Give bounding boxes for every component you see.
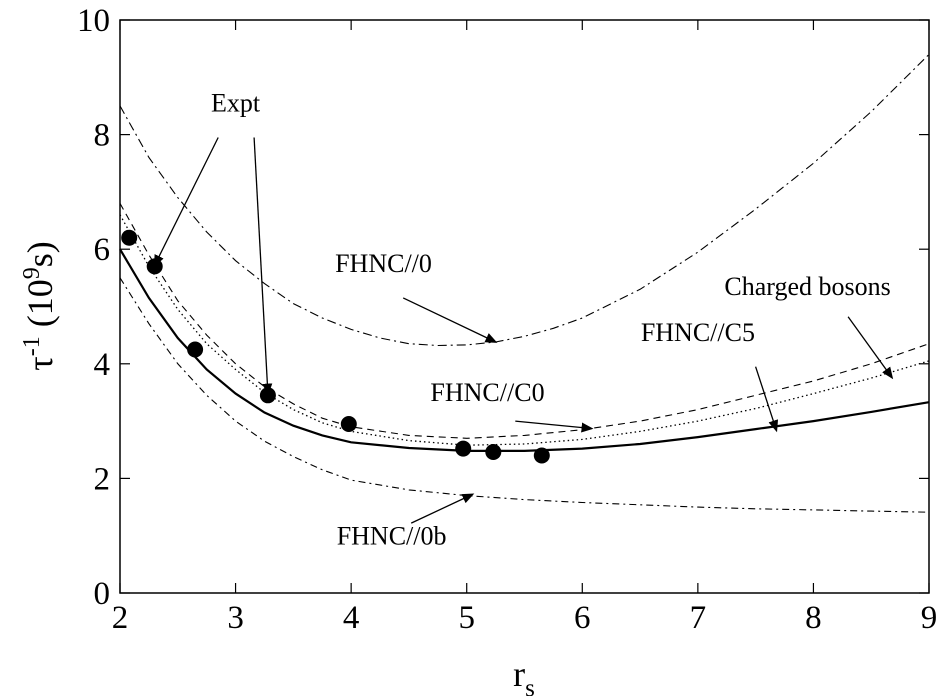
x-tick-label: 8 <box>805 600 822 636</box>
annotation-label-fhnc0b: FHNC//0b <box>337 521 447 550</box>
x-tick-label: 5 <box>458 600 475 636</box>
expt-data-point <box>455 440 472 457</box>
annotation-label-fhncc5: FHNC//C5 <box>641 318 755 347</box>
y-tick-label: 6 <box>94 232 111 268</box>
expt-data-point <box>340 416 357 432</box>
series-line-fhnc0 <box>119 54 930 347</box>
annotation-arrow-bosons <box>847 316 894 380</box>
y-tick-label: 10 <box>77 3 110 39</box>
series-line-fhncc0 <box>119 203 930 439</box>
y-axis-title: τ-1 (109s) <box>19 241 60 370</box>
annotation-label-expt: Expt <box>211 89 261 118</box>
series-line-fhncc5 <box>119 214 930 446</box>
expt-data-point <box>121 229 138 246</box>
y-tick-label: 8 <box>94 118 111 154</box>
y-tick-label: 4 <box>94 347 111 383</box>
x-tick-label: 2 <box>112 600 129 636</box>
annotation-arrow-expt <box>153 137 219 267</box>
series-line-bosons <box>119 248 930 452</box>
x-tick-label: 4 <box>343 600 360 636</box>
plot-frame <box>119 19 930 594</box>
series-layer <box>119 54 930 513</box>
annotation-label-bosons: Charged bosons <box>724 272 890 301</box>
expt-data-point <box>187 341 204 358</box>
x-tick-label: 7 <box>690 600 707 636</box>
annotation-label-fhnc0: FHNC//0 <box>335 249 432 278</box>
expt-data-point <box>533 447 550 464</box>
annotation-arrow-fhncc0 <box>515 420 594 433</box>
x-axis-title: rs <box>513 654 535 696</box>
annotation-layer: Expt FHNC//0 FHNC//C0 FHNC//C5 Charged boson… <box>153 89 894 550</box>
y-tick-label: 0 <box>94 576 111 612</box>
x-tick-label: 3 <box>227 600 244 636</box>
expt-data-point <box>485 444 502 460</box>
annotation-arrow-fhnc0 <box>402 297 498 343</box>
y-tick-label: 2 <box>94 461 111 497</box>
annotation-arrow-expt <box>253 137 273 396</box>
annotation-arrow-fhnc0b <box>410 493 475 524</box>
expt-data-point <box>146 258 163 275</box>
x-tick-label: 6 <box>574 600 591 636</box>
annotation-arrow-fhncc5 <box>754 366 779 433</box>
annotation-label-fhncc0: FHNC//C0 <box>430 378 544 407</box>
x-tick-label: 9 <box>921 600 938 636</box>
series-line-fhnc0b <box>119 277 930 513</box>
